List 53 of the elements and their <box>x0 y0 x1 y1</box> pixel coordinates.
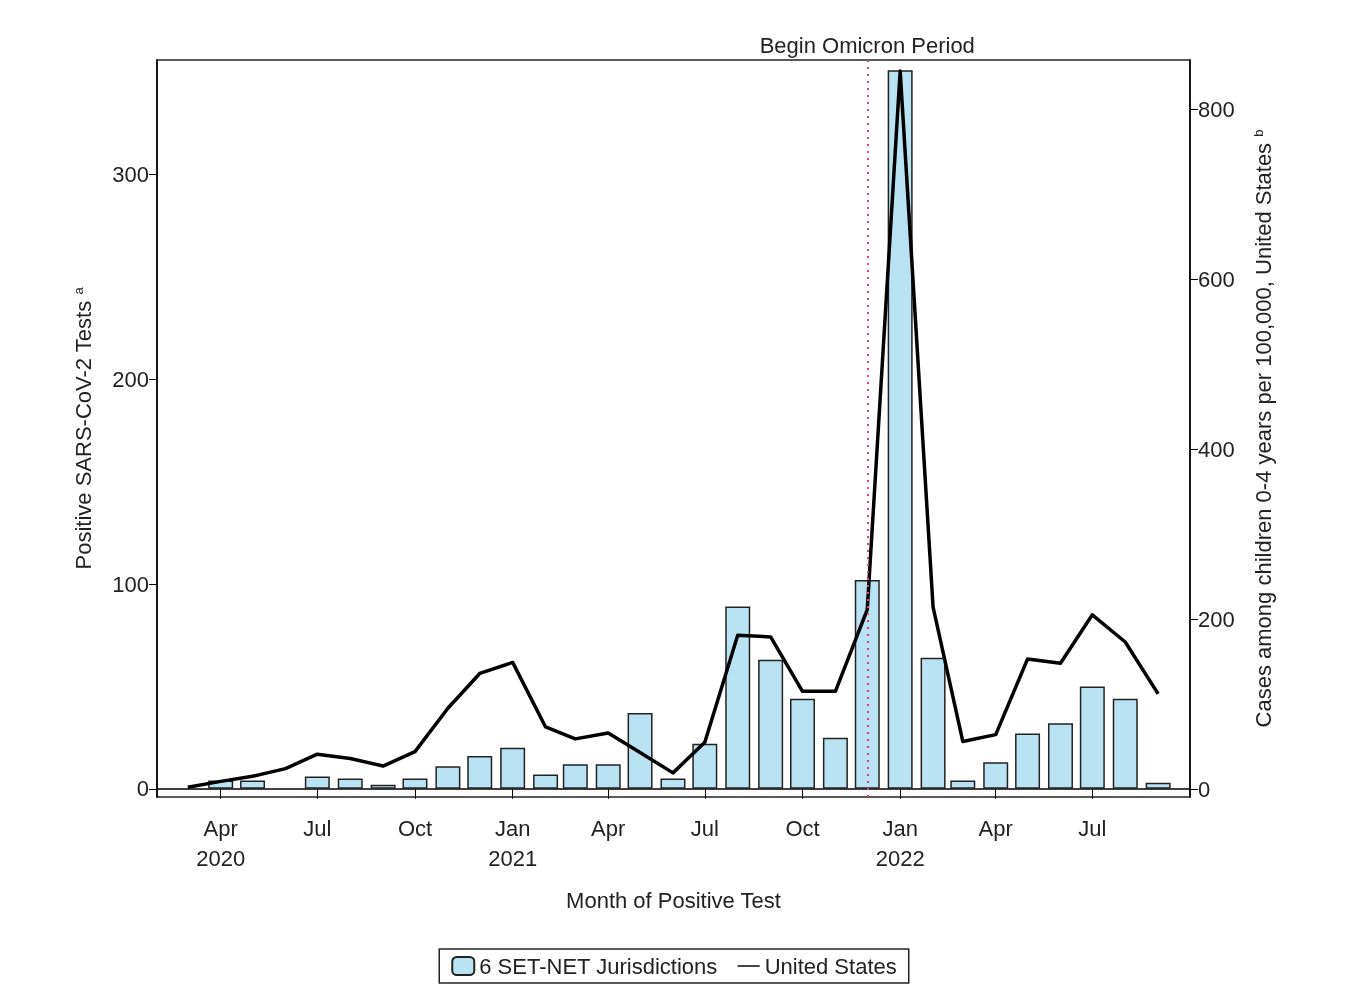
y-tick-label: 200 <box>112 366 149 392</box>
x-tick-label: Apr <box>978 815 1013 841</box>
bar <box>789 698 815 789</box>
x-tick-label: Oct <box>397 815 433 841</box>
legend-label: 6 SET-NET Jurisdictions <box>479 953 718 979</box>
bar <box>500 747 526 789</box>
bar <box>304 776 330 789</box>
y-tick-label: 0 <box>136 776 149 802</box>
bar <box>1112 698 1138 789</box>
bar <box>467 756 493 789</box>
ref-line-label: Begin Omicron Period <box>759 32 975 58</box>
x-tick-label: Jan 2022 <box>875 815 925 871</box>
bar <box>1079 686 1105 789</box>
bar <box>240 780 266 789</box>
bar <box>402 778 428 789</box>
bar <box>854 579 880 789</box>
x-axis-title: Month of Positive Test <box>566 887 781 913</box>
bar <box>595 764 621 789</box>
x-tick-label: Jul <box>1078 815 1107 841</box>
x-tick-label: Oct <box>785 815 820 841</box>
bar <box>533 774 559 789</box>
x-tick-label: Jan 2021 <box>488 815 538 871</box>
bar <box>370 784 396 789</box>
y-axis-title: Positive SARS-CoV-2 Tests a <box>71 286 96 570</box>
bar <box>627 713 653 789</box>
y2-tick-label: 200 <box>1198 606 1235 632</box>
bar <box>435 766 461 789</box>
bar <box>758 659 784 789</box>
bar <box>692 743 718 789</box>
y2-tick-label: 600 <box>1198 266 1235 292</box>
bar <box>337 778 363 789</box>
y2-tick-label: 0 <box>1198 776 1211 802</box>
x-tick-label: Apr <box>591 815 626 841</box>
bar <box>562 764 588 789</box>
bar <box>822 737 848 789</box>
bar <box>1047 723 1073 789</box>
bar <box>1015 733 1041 789</box>
bar <box>660 778 686 789</box>
y-tick-label: 300 <box>112 162 149 188</box>
x-tick-label: Jul <box>690 815 719 841</box>
y2-tick-label: 800 <box>1198 96 1235 122</box>
bar <box>725 606 751 789</box>
legend-label: United States <box>764 953 897 979</box>
bar <box>887 70 913 789</box>
bar <box>950 780 976 789</box>
x-tick-label: Apr 2020 <box>196 815 246 871</box>
y2-axis-title: Cases among children 0-4 years per 100,000, United States b <box>1251 129 1276 728</box>
bar <box>920 657 946 789</box>
y2-tick-label: 400 <box>1198 436 1235 462</box>
bar <box>1145 782 1171 789</box>
x-tick-label: Jul <box>303 815 332 841</box>
y-tick-label: 100 <box>112 571 149 597</box>
bar <box>983 762 1009 789</box>
